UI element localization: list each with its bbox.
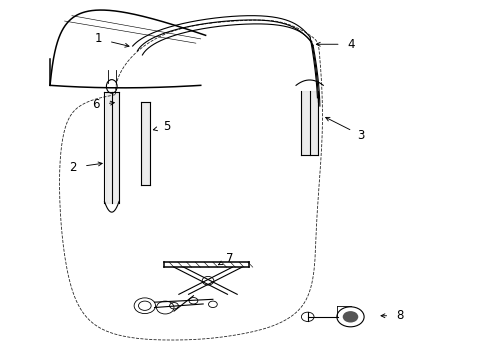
Text: 7: 7	[226, 252, 233, 265]
Bar	[106, 93, 117, 203]
Text: 4: 4	[347, 38, 354, 51]
Text: 3: 3	[357, 129, 364, 142]
Bar	[142, 102, 149, 185]
Bar	[302, 91, 316, 155]
Text: 8: 8	[396, 309, 403, 322]
Circle shape	[342, 311, 358, 323]
Text: 1: 1	[95, 32, 102, 45]
Text: 6: 6	[92, 99, 100, 112]
Text: 5: 5	[163, 120, 170, 133]
Text: 2: 2	[69, 161, 77, 174]
